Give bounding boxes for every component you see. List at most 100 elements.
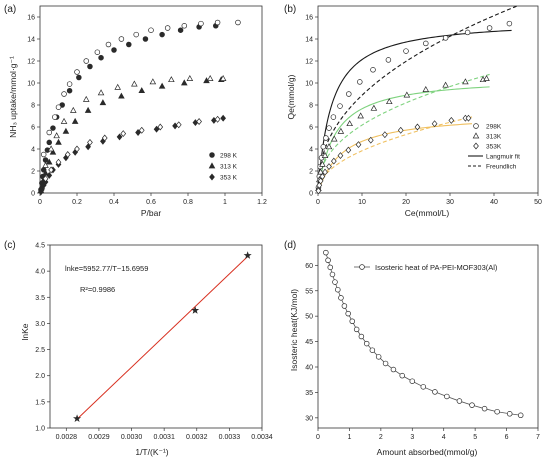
legend-marker	[209, 173, 215, 181]
data-point	[120, 130, 127, 138]
panel-b: (b) Ce(mmol/L) Qe(mmol/g) 0 10 20 30 40 50 0 2 4…	[284, 4, 542, 218]
data-point	[399, 372, 405, 379]
x-tick-label: 0.0032	[186, 434, 208, 441]
data-point	[337, 127, 345, 134]
y-tick-label: 0	[309, 191, 313, 198]
data-point	[118, 36, 125, 42]
y-tick-label: 3.5	[35, 295, 45, 302]
y-tick-label: 8	[309, 103, 313, 110]
data-point	[98, 54, 104, 61]
y-tick-label: 2	[31, 169, 35, 176]
data-point	[50, 125, 56, 131]
data-point	[444, 393, 450, 400]
data-point	[323, 249, 329, 256]
y-tick-label: 50	[305, 314, 313, 321]
y-tick-label: 14	[27, 37, 35, 44]
data-point	[322, 168, 328, 176]
data-point	[198, 20, 204, 27]
data-point	[42, 175, 49, 183]
data-point	[153, 125, 160, 133]
legend-marker	[472, 132, 480, 139]
data-point	[465, 114, 472, 122]
plot-frame-d	[317, 244, 539, 429]
data-point	[74, 145, 80, 153]
data-point	[432, 389, 438, 395]
data-point	[116, 133, 123, 141]
fit-curve	[317, 86, 490, 193]
data-point	[99, 99, 107, 106]
data-point	[469, 402, 475, 408]
data-point	[181, 79, 188, 86]
data-point	[84, 106, 92, 113]
data-point	[353, 326, 360, 333]
data-point	[64, 151, 71, 158]
data-point	[330, 114, 337, 120]
data-point	[214, 19, 221, 26]
data-point	[158, 82, 166, 89]
data-point	[370, 67, 376, 73]
data-point	[456, 398, 463, 404]
legend-entry: Langmuir fit	[486, 153, 520, 160]
data-point	[243, 251, 252, 259]
data-point	[403, 91, 411, 98]
y-tick-label: 0	[31, 191, 35, 198]
data-point	[355, 141, 362, 149]
y-tick-label: 8	[31, 103, 35, 110]
r-squared-label: R²=0.9986	[80, 285, 115, 294]
x-tick-label: 7	[536, 434, 540, 441]
x-tick-label: 1	[223, 199, 227, 206]
y-tick-label: 10	[27, 81, 35, 88]
panel-c: (c) 1/T/(K⁻¹) lnKe lnke=5952.77/T−15.695…	[4, 240, 273, 457]
x-tick-label: 10	[358, 199, 366, 206]
data-point	[53, 132, 60, 139]
x-tick-label: 0.0029	[88, 434, 110, 441]
legend-entry: 313K	[486, 133, 502, 140]
data-point	[409, 378, 416, 384]
data-point	[486, 25, 493, 31]
data-point	[175, 121, 182, 129]
data-point	[317, 177, 324, 185]
data-point	[46, 139, 52, 146]
legend-entry: 353K	[486, 143, 502, 150]
data-point	[55, 138, 62, 145]
y-axis-label-a: NH₃ uptake/mmol·g⁻¹	[8, 56, 18, 138]
data-point	[118, 92, 125, 99]
data-point	[327, 264, 334, 271]
data-point	[506, 20, 513, 27]
data-point	[346, 120, 353, 127]
data-point	[369, 347, 376, 353]
x-tick-label: 0.6	[146, 199, 156, 206]
data-point	[325, 257, 331, 264]
y-tick-label: 60	[305, 263, 313, 270]
data-point	[191, 306, 200, 314]
fit-curve	[317, 29, 512, 192]
data-point	[337, 152, 344, 160]
data-point	[423, 40, 429, 47]
fit-curve	[317, 73, 490, 188]
plot-frame-c	[49, 244, 263, 429]
data-point	[346, 91, 352, 97]
data-point	[45, 158, 53, 165]
x-tick-label: 4	[442, 434, 446, 441]
data-point	[186, 74, 194, 81]
data-point	[114, 83, 121, 90]
panel-label-a: (a)	[4, 4, 16, 15]
y-tick-label: 12	[305, 59, 313, 66]
data-point	[105, 41, 112, 48]
data-point	[55, 104, 62, 110]
panel-a: (a) P/bar NH₃ uptake/mmol·g⁻¹ 0 0.2 0.4 0.6…	[4, 4, 267, 218]
panel-label-b: (b)	[284, 4, 296, 15]
data-point	[87, 138, 93, 146]
data-point	[422, 85, 430, 92]
x-tick-label: 20	[402, 199, 410, 206]
x-tick-label: 2	[379, 434, 383, 441]
x-tick-label: 0.0028	[56, 434, 78, 441]
data-point	[338, 295, 344, 301]
data-point	[382, 131, 388, 139]
y-tick-label: 4	[309, 147, 313, 154]
data-point	[46, 129, 52, 136]
data-point	[341, 303, 348, 309]
x-tick-label: 0.8	[183, 199, 193, 206]
data-point	[382, 360, 389, 367]
y-tick-label: 55	[305, 288, 313, 295]
